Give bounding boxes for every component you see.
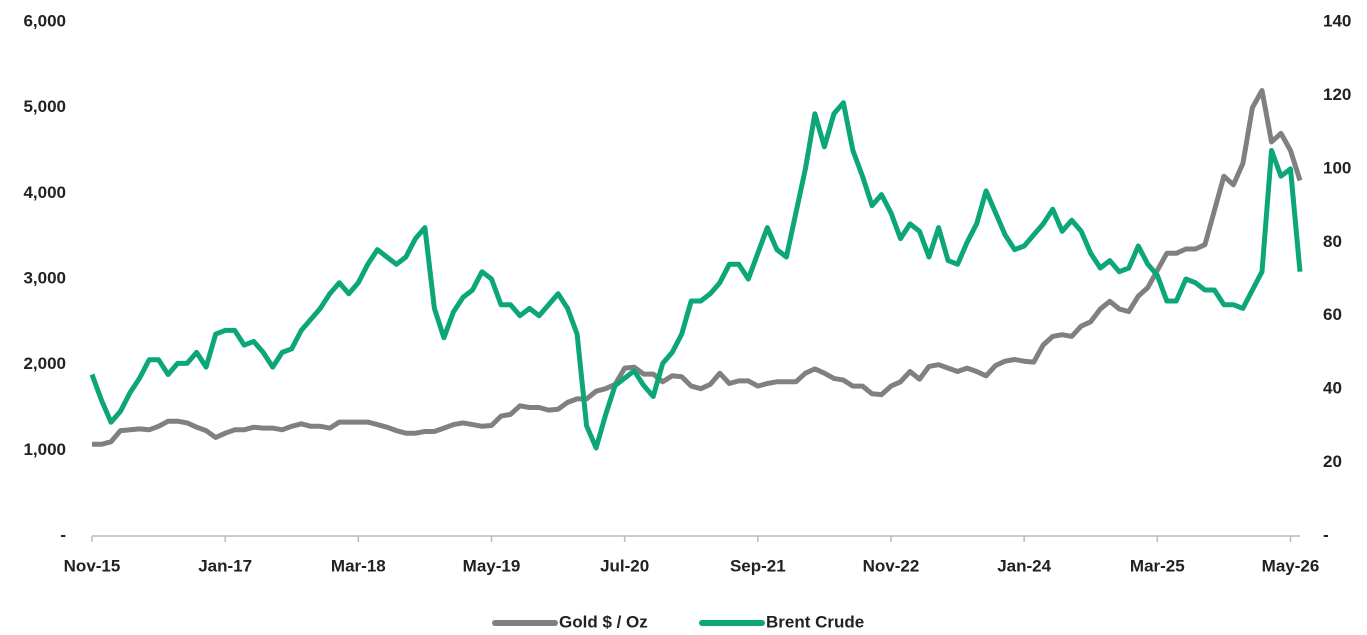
y2-tick-label: 120: [1323, 85, 1351, 104]
x-tick-label: Nov-15: [64, 556, 121, 575]
x-tick-label: Nov-22: [863, 556, 920, 575]
y2-tick-label: 100: [1323, 158, 1351, 177]
y-tick-label: 5,000: [23, 97, 66, 116]
y-tick-label: -: [60, 525, 66, 544]
x-tick-label: May-26: [1262, 556, 1320, 575]
x-tick-label: Sep-21: [730, 556, 786, 575]
y2-tick-label: -: [1323, 525, 1329, 544]
x-tick-label: May-19: [463, 556, 521, 575]
x-tick-label: Jul-20: [600, 556, 649, 575]
x-tick-label: Mar-25: [1130, 556, 1185, 575]
y2-tick-label: 60: [1323, 305, 1342, 324]
line-series: [89, 100, 1303, 451]
y-tick-label: 4,000: [23, 183, 66, 202]
y2-tick-label: 80: [1323, 232, 1342, 251]
y-tick-label: 2,000: [23, 354, 66, 373]
x-tick-label: Mar-18: [331, 556, 386, 575]
y2-tick-label: 140: [1323, 11, 1351, 30]
x-tick-label: Jan-17: [198, 556, 252, 575]
x-tick-label: Jan-24: [997, 556, 1051, 575]
line-series: [92, 88, 1303, 447]
y-tick-label: 3,000: [23, 268, 66, 287]
y2-tick-label: 20: [1323, 452, 1342, 471]
legend-label: Brent Crude: [766, 612, 864, 631]
y2-tick-label: 40: [1323, 379, 1342, 398]
y-tick-label: 1,000: [23, 440, 66, 459]
legend-label: Gold $ / Oz: [559, 612, 648, 631]
y-tick-label: 6,000: [23, 11, 66, 30]
